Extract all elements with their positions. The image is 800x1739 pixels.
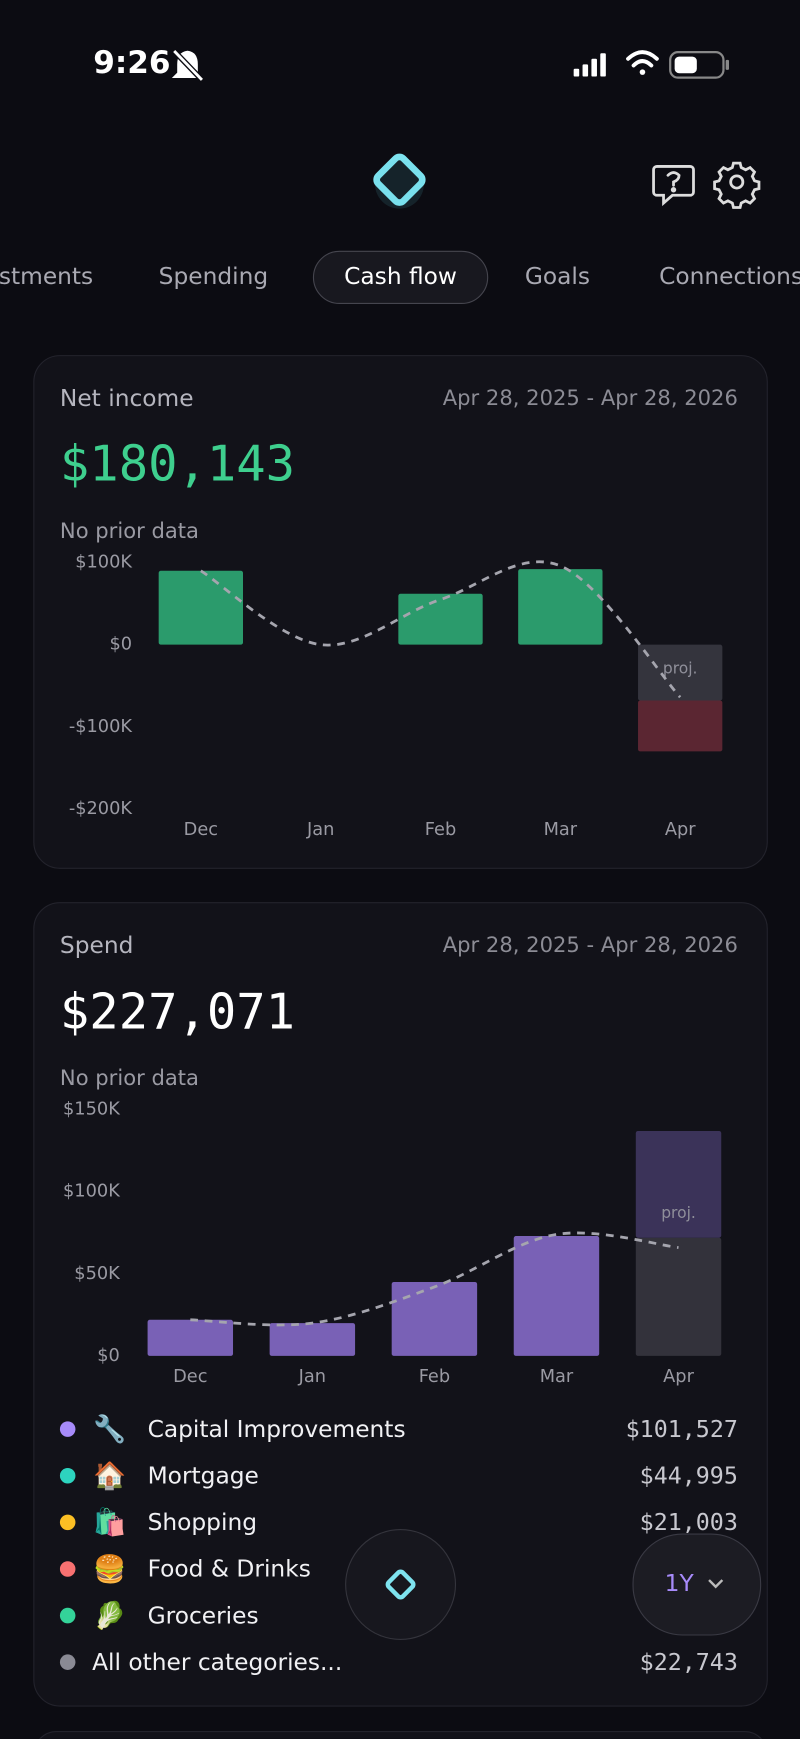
category-dot bbox=[59, 1514, 76, 1531]
date-range[interactable]: Apr 28, 2025 - Apr 28, 2026 bbox=[442, 386, 738, 411]
help-icon[interactable] bbox=[652, 165, 695, 207]
projected-bar bbox=[638, 644, 723, 701]
tab[interactable]: Goals bbox=[524, 262, 591, 290]
x-tick-label: Feb bbox=[425, 820, 456, 840]
x-tick-label: Feb bbox=[419, 1367, 450, 1387]
bar bbox=[269, 1323, 356, 1356]
y-tick-label: $150K bbox=[63, 1100, 121, 1120]
x-tick-label: Jan bbox=[298, 1367, 326, 1387]
settings-icon[interactable] bbox=[713, 161, 761, 209]
comparison: No prior data bbox=[59, 519, 199, 544]
category-name[interactable]: Mortgage bbox=[147, 1462, 259, 1490]
category-icon: 🏠 bbox=[93, 1460, 127, 1492]
category-amount: $101,527 bbox=[625, 1415, 738, 1443]
category-amount: $22,743 bbox=[639, 1648, 738, 1676]
category-icon: 🍔 bbox=[93, 1553, 127, 1585]
projected-bar bbox=[635, 1130, 722, 1238]
date-range[interactable]: Apr 28, 2025 - Apr 28, 2026 bbox=[442, 933, 738, 958]
y-tick-label: -$100K bbox=[69, 717, 134, 737]
bar bbox=[638, 700, 723, 752]
tab[interactable]: Spending bbox=[158, 262, 269, 290]
category-dot bbox=[59, 1561, 76, 1577]
projected-label: proj. bbox=[661, 1204, 696, 1222]
projected-label: proj. bbox=[663, 660, 698, 678]
category-icon: 🔧 bbox=[93, 1413, 127, 1445]
y-tick-label: $0 bbox=[97, 1346, 120, 1366]
x-tick-label: Mar bbox=[544, 820, 578, 840]
category-amount: $44,995 bbox=[639, 1462, 738, 1490]
y-tick-label: $100K bbox=[63, 1182, 121, 1202]
comparison: No prior data bbox=[59, 1066, 199, 1091]
y-tick-label: -$200K bbox=[69, 799, 134, 819]
category-dot bbox=[59, 1654, 76, 1670]
bar bbox=[518, 569, 603, 645]
category-dot bbox=[59, 1468, 76, 1484]
trend-line bbox=[190, 1231, 679, 1327]
category-name[interactable]: Groceries bbox=[147, 1602, 259, 1629]
range-label: 1Y bbox=[664, 1570, 694, 1597]
category-amount: $21,003 bbox=[639, 1509, 738, 1536]
trend-line bbox=[200, 560, 682, 699]
signal-icon bbox=[573, 53, 606, 77]
range-button[interactable]: 1Y bbox=[632, 1533, 762, 1636]
card-title: Spend bbox=[59, 932, 134, 959]
active-tab-pill[interactable] bbox=[312, 250, 489, 305]
category-name[interactable]: Capital Improvements bbox=[147, 1415, 406, 1443]
x-tick-label: Apr bbox=[665, 820, 696, 840]
wifi-icon bbox=[626, 50, 659, 75]
bar bbox=[158, 570, 244, 645]
bar bbox=[513, 1236, 600, 1356]
bell-slash-icon bbox=[171, 49, 204, 82]
home-button[interactable] bbox=[345, 1529, 457, 1640]
bar bbox=[635, 1237, 722, 1356]
app-logo bbox=[373, 153, 426, 209]
y-tick-label: $50K bbox=[74, 1264, 121, 1284]
status-time: 9:26 bbox=[93, 44, 171, 82]
spend-amount: $227,071 bbox=[59, 984, 296, 1041]
category-icon: 🥬 bbox=[93, 1600, 127, 1632]
card-title: Net income bbox=[59, 385, 194, 412]
home-logo bbox=[385, 1569, 416, 1600]
x-tick-label: Jan bbox=[306, 820, 334, 840]
tab[interactable]: Investments bbox=[0, 262, 94, 290]
net-income-amount: $180,143 bbox=[59, 436, 296, 493]
category-icon: 🛍️ bbox=[93, 1506, 127, 1538]
category-dot bbox=[59, 1607, 76, 1624]
x-tick-label: Mar bbox=[540, 1367, 574, 1387]
category-dot bbox=[59, 1421, 76, 1437]
bar bbox=[147, 1319, 234, 1356]
chevron bbox=[708, 1579, 724, 1589]
tab-active[interactable]: Cash flow bbox=[344, 262, 457, 290]
bar bbox=[391, 1282, 478, 1356]
x-tick-label: Dec bbox=[184, 820, 218, 840]
category-name[interactable]: Food & Drinks bbox=[147, 1555, 311, 1583]
category-name[interactable]: Shopping bbox=[147, 1509, 258, 1536]
x-tick-label: Dec bbox=[173, 1367, 207, 1387]
bar bbox=[398, 593, 483, 645]
y-tick-label: $100K bbox=[75, 553, 133, 573]
x-tick-label: Apr bbox=[663, 1367, 694, 1387]
tab[interactable]: Connections bbox=[659, 262, 800, 290]
category-name[interactable]: All other categories... bbox=[92, 1648, 343, 1676]
battery-icon bbox=[669, 51, 730, 79]
y-tick-label: $0 bbox=[109, 635, 132, 655]
